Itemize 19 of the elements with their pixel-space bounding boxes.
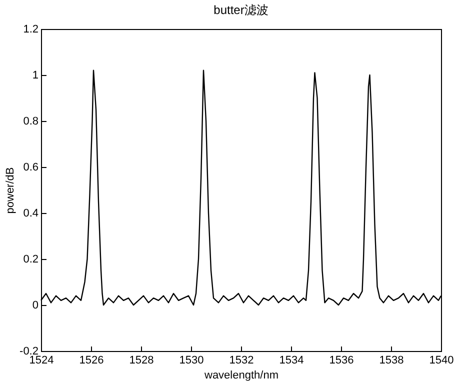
x-tick-label: 1540	[429, 354, 454, 366]
y-tick-label: 0.2	[23, 254, 38, 266]
x-tick-label: 1530	[179, 354, 204, 366]
y-tick-label: 1.2	[23, 24, 38, 36]
y-axis-title: power/dB	[4, 167, 17, 214]
x-tick-label: 1526	[79, 354, 104, 366]
y-tick-label: 0.6	[23, 162, 38, 174]
y-tick-label: 0.8	[23, 116, 38, 128]
y-tick-label: 0.4	[23, 208, 38, 220]
x-tick-label: 1532	[229, 354, 254, 366]
y-tick-label: 1	[32, 70, 38, 82]
x-tick-label: 1538	[379, 354, 404, 366]
x-axis-title: wavelength/nm	[204, 370, 278, 382]
x-tick-label: 1534	[279, 354, 304, 366]
x-tick-label: 1536	[329, 354, 354, 366]
chart-title: butter滤波	[214, 3, 268, 17]
y-tick-label: 0	[32, 300, 38, 312]
x-tick-label: 1524	[29, 354, 54, 366]
x-tick-label: 1528	[129, 354, 154, 366]
